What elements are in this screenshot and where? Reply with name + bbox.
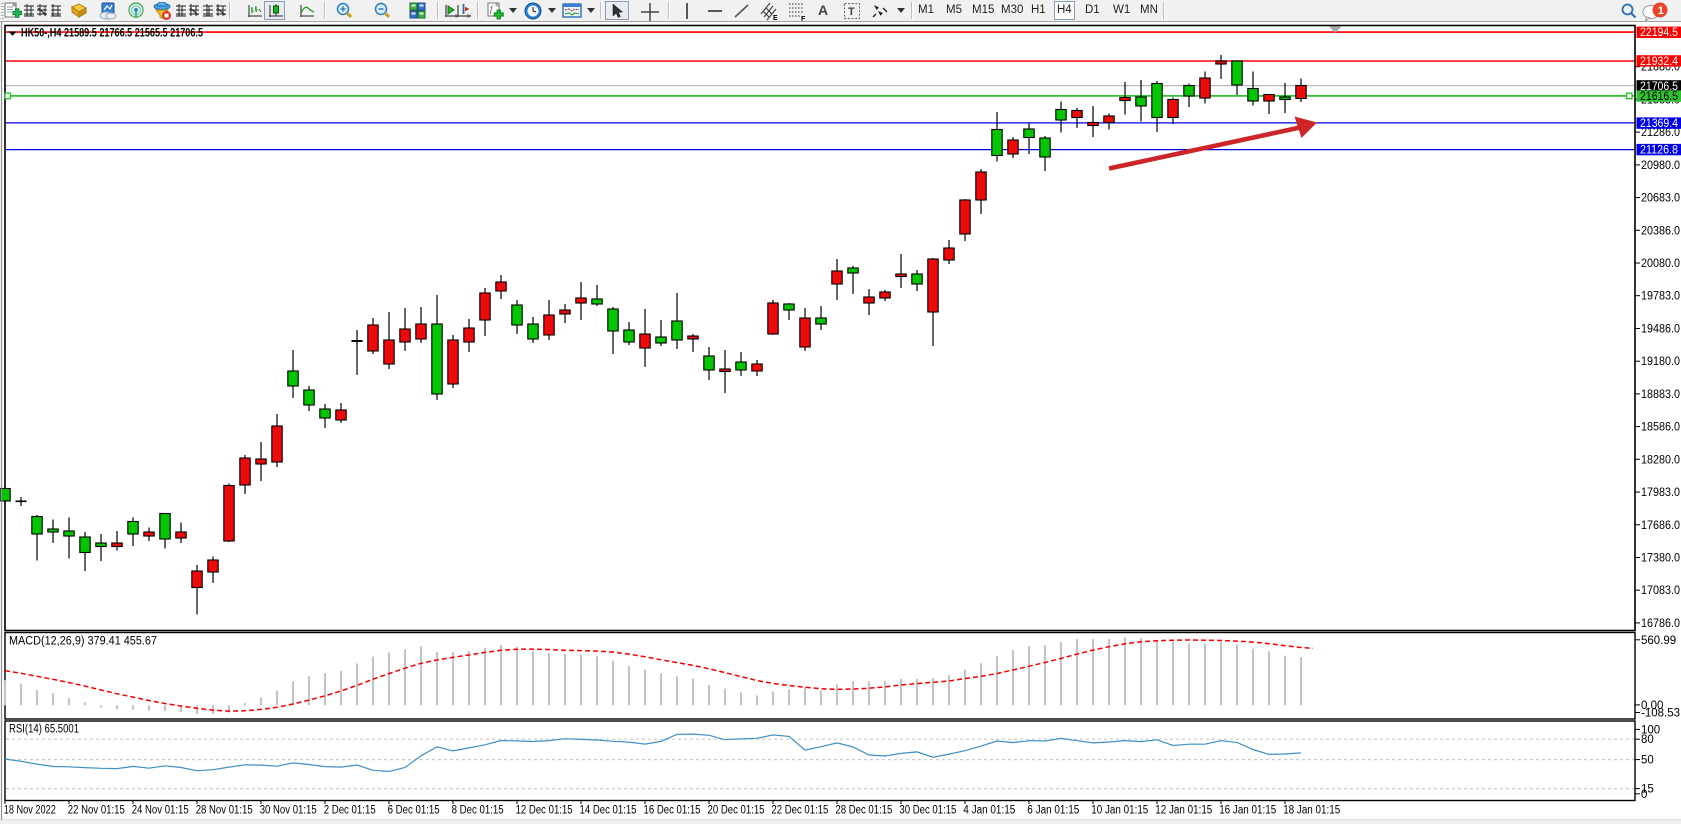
svg-text:6 Jan 01:15: 6 Jan 01:15 bbox=[1027, 805, 1079, 817]
svg-text:12 Jan 01:15: 12 Jan 01:15 bbox=[1155, 805, 1212, 817]
svg-text:E: E bbox=[773, 15, 778, 22]
svg-text:15: 15 bbox=[1641, 784, 1654, 796]
svg-text:10 Jan 01:15: 10 Jan 01:15 bbox=[1091, 805, 1148, 817]
svg-text:12 Dec 01:15: 12 Dec 01:15 bbox=[516, 805, 573, 817]
svg-text:16 Dec 01:15: 16 Dec 01:15 bbox=[644, 805, 701, 817]
svg-text:18883.0: 18883.0 bbox=[1641, 389, 1680, 401]
svg-text:17380.0: 17380.0 bbox=[1641, 553, 1680, 565]
svg-text:14 Dec 01:15: 14 Dec 01:15 bbox=[580, 805, 637, 817]
svg-text:80: 80 bbox=[1641, 734, 1654, 746]
svg-text:22194.5: 22194.5 bbox=[1640, 27, 1678, 39]
svg-text:16 Jan 01:15: 16 Jan 01:15 bbox=[1219, 805, 1276, 817]
svg-text:22 Dec 01:15: 22 Dec 01:15 bbox=[771, 805, 828, 817]
svg-text:24 Nov 01:15: 24 Nov 01:15 bbox=[132, 805, 189, 817]
svg-text:4 Jan 01:15: 4 Jan 01:15 bbox=[963, 805, 1015, 817]
svg-text:20386.0: 20386.0 bbox=[1641, 225, 1680, 237]
svg-text:21369.4: 21369.4 bbox=[1640, 118, 1679, 130]
svg-text:50: 50 bbox=[1641, 755, 1654, 767]
svg-text:17686.0: 17686.0 bbox=[1641, 520, 1680, 532]
svg-text:20980.0: 20980.0 bbox=[1641, 160, 1680, 172]
svg-text:2 Dec 01:15: 2 Dec 01:15 bbox=[324, 805, 376, 817]
svg-text:16786.0: 16786.0 bbox=[1641, 618, 1680, 630]
svg-text:18586.0: 18586.0 bbox=[1641, 422, 1680, 434]
svg-text:100: 100 bbox=[1641, 724, 1660, 736]
svg-text:0.00: 0.00 bbox=[1641, 700, 1663, 712]
svg-text:560.99: 560.99 bbox=[1641, 635, 1676, 647]
svg-text:28 Dec 01:15: 28 Dec 01:15 bbox=[835, 805, 892, 817]
svg-text:HK50-,H4 21589.5 21766.5 2156: HK50-,H4 21589.5 21766.5 21565.5 21706.5 bbox=[21, 28, 203, 40]
svg-text:19783.0: 19783.0 bbox=[1641, 291, 1680, 303]
svg-text:21616.5: 21616.5 bbox=[1640, 91, 1678, 103]
svg-text:20 Dec 01:15: 20 Dec 01:15 bbox=[708, 805, 765, 817]
svg-text:T: T bbox=[848, 6, 855, 18]
svg-text:28 Nov 01:15: 28 Nov 01:15 bbox=[196, 805, 253, 817]
svg-text:17983.0: 17983.0 bbox=[1641, 487, 1680, 499]
svg-text:19486.0: 19486.0 bbox=[1641, 324, 1680, 336]
svg-text:F: F bbox=[801, 16, 806, 22]
svg-text:18280.0: 18280.0 bbox=[1641, 454, 1680, 466]
svg-text:30 Dec 01:15: 30 Dec 01:15 bbox=[899, 805, 956, 817]
svg-text:20080.0: 20080.0 bbox=[1641, 258, 1680, 270]
svg-text:21932.4: 21932.4 bbox=[1640, 56, 1679, 68]
svg-text:0: 0 bbox=[1641, 789, 1647, 801]
svg-text:f: f bbox=[490, 4, 494, 14]
svg-text:21706.5: 21706.5 bbox=[1640, 81, 1678, 93]
svg-text:20683.0: 20683.0 bbox=[1641, 193, 1680, 205]
svg-text:6 Dec 01:15: 6 Dec 01:15 bbox=[388, 805, 440, 817]
svg-text:21126.8: 21126.8 bbox=[1640, 145, 1678, 157]
svg-text:RSI(14) 65.5001: RSI(14) 65.5001 bbox=[9, 724, 79, 736]
svg-text:8 Dec 01:15: 8 Dec 01:15 bbox=[452, 805, 504, 817]
svg-text:21286.0: 21286.0 bbox=[1641, 127, 1680, 139]
svg-text:-108.53: -108.53 bbox=[1641, 708, 1680, 720]
svg-text:1: 1 bbox=[1658, 5, 1664, 17]
svg-text:17083.0: 17083.0 bbox=[1641, 585, 1680, 597]
svg-text:30 Nov 01:15: 30 Nov 01:15 bbox=[260, 805, 317, 817]
svg-text:19180.0: 19180.0 bbox=[1641, 356, 1680, 368]
svg-text:18 Jan 01:15: 18 Jan 01:15 bbox=[1283, 805, 1340, 817]
svg-text:22 Nov 01:15: 22 Nov 01:15 bbox=[68, 805, 125, 817]
svg-text:MACD(12,26,9) 379.41 455.67: MACD(12,26,9) 379.41 455.67 bbox=[9, 636, 157, 648]
svg-text:18 Nov 2022: 18 Nov 2022 bbox=[4, 805, 56, 817]
